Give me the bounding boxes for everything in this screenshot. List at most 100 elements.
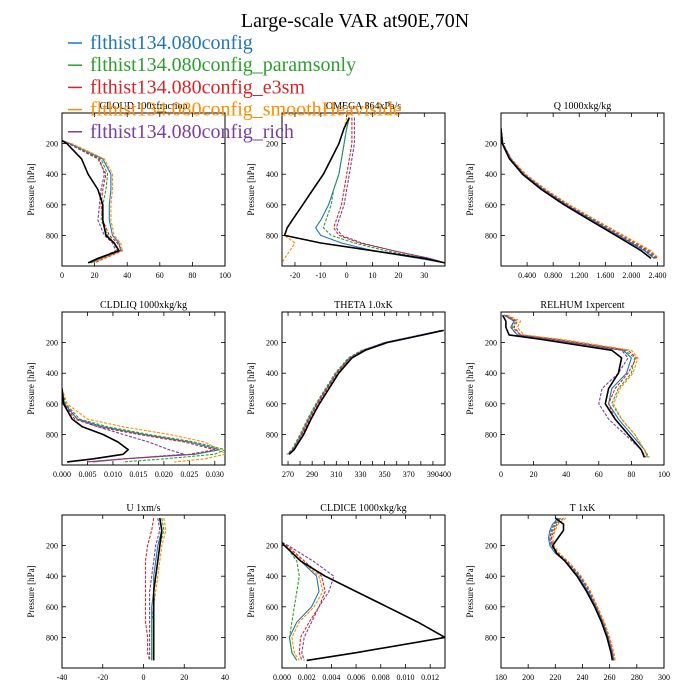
x-tick-label: 260 xyxy=(604,673,616,682)
y-tick-label: 200 xyxy=(46,339,58,348)
series-line-flthist134-080config xyxy=(501,128,655,259)
legend-entry-flthist134-080config-rich: flthist134.080config_rich xyxy=(90,121,294,143)
series-line-flthist134-080config-smoothheaviside xyxy=(282,542,324,661)
series-line-flthist134-080config-paramsonly xyxy=(501,128,657,259)
x-tick-label: 60 xyxy=(595,470,603,479)
series-line-flthist134-080config-e3sm xyxy=(144,518,155,661)
x-tick-label: 1.200 xyxy=(570,271,588,280)
x-tick-label: 40 xyxy=(562,470,570,479)
y-tick-label: 400 xyxy=(485,170,497,179)
x-tick-label: 0.012 xyxy=(421,673,439,682)
panel-title: T 1xK xyxy=(570,503,596,514)
y-tick-label: 600 xyxy=(266,400,278,409)
plot-frame xyxy=(61,514,226,669)
series-line-flthist134-080config-smoothheaviside xyxy=(507,314,649,458)
plot-frame xyxy=(500,514,665,669)
y-tick-label: 400 xyxy=(485,369,497,378)
y-tick-label: 400 xyxy=(46,170,58,179)
y-tick-label: 600 xyxy=(485,400,497,409)
legend-entry-flthist134-080config-e3sm: flthist134.080config_e3sm xyxy=(90,76,305,98)
series-group xyxy=(501,128,660,260)
y-tick-label: 400 xyxy=(266,572,278,581)
series-line-flthist134-080config-paramsonly xyxy=(286,329,442,455)
y-tick-label: 600 xyxy=(485,603,497,612)
plot-frame xyxy=(61,311,226,466)
series-line-flthist134-080config-smoothheaviside xyxy=(552,517,616,661)
y-tick-label: 400 xyxy=(46,572,58,581)
x-tick-label: 20 xyxy=(180,673,188,682)
x-tick-label: 0 xyxy=(499,470,503,479)
y-axis-label: Pressure [hPa] xyxy=(246,163,256,215)
panel-q-1000xkg-kg: Q 1000xkg/kg Pressure [hPa] 0.400 0.800 1.20… xyxy=(465,101,666,280)
series-line-reference xyxy=(282,541,445,662)
y-tick-label: 200 xyxy=(266,542,278,551)
x-tick-label: 100 xyxy=(219,271,231,280)
x-tick-label: 300 xyxy=(658,673,670,682)
panel-omega-864xpa-s: OMEGA 864xPa/s Pressure [hPa] -20 -10 0 10 20 3… xyxy=(246,101,446,280)
series-line-flthist134-080config-smoothheaviside xyxy=(501,128,660,259)
panel-title: THETA 1.0xK xyxy=(334,300,393,311)
y-tick-label: 800 xyxy=(266,633,278,642)
x-tick-label: 180 xyxy=(495,673,507,682)
series-line-reference xyxy=(62,139,120,264)
x-tick-label: -20 xyxy=(290,271,301,280)
series-line-reference xyxy=(501,128,652,260)
x-tick-label: -20 xyxy=(97,673,108,682)
y-tick-label: 800 xyxy=(485,430,497,439)
series-line-reference xyxy=(551,517,614,661)
x-tick-label: 60 xyxy=(156,271,164,280)
series-line-flthist134-080config-smoothheaviside xyxy=(62,139,123,264)
series-line-flthist134-080config xyxy=(315,117,445,264)
x-tick-label: 270 xyxy=(282,470,294,479)
y-tick-label: 600 xyxy=(46,400,58,409)
y-tick-label: 400 xyxy=(46,369,58,378)
series-line-flthist134-080config-e3sm xyxy=(333,117,445,264)
series-line-flthist134-080config xyxy=(547,517,615,661)
y-tick-label: 200 xyxy=(266,140,278,149)
panel-cloud-100xfraction: CLOUD 100xfraction Pressure [hPa] 0 20 40 60 8… xyxy=(26,101,231,280)
series-line-reference xyxy=(501,314,646,458)
series-group xyxy=(62,139,123,264)
legend-entry-flthist134-080config-paramsonly: flthist134.080config_paramsonly xyxy=(90,54,356,76)
y-tick-label: 200 xyxy=(46,140,58,149)
x-tick-label: 0.030 xyxy=(206,470,224,479)
x-tick-label: 310 xyxy=(330,470,342,479)
x-tick-label: 0 xyxy=(345,271,349,280)
y-tick-label: 800 xyxy=(485,633,497,642)
x-tick-label: 0.010 xyxy=(396,673,414,682)
series-line-flthist134-080config-e3sm xyxy=(62,388,216,463)
series-line-flthist134-080config-e3sm xyxy=(62,140,123,264)
y-tick-label: 200 xyxy=(485,542,497,551)
panel-relhum-1xpercent: RELHUM 1xpercent Pressure [hPa] 0 20 40 60 80 1… xyxy=(465,300,670,479)
series-line-flthist134-080config-rich xyxy=(504,314,647,458)
panel-title: OMEGA 864xPa/s xyxy=(326,101,401,112)
series-group xyxy=(282,541,445,662)
panels: CLOUD 100xfraction Pressure [hPa] 0 20 40 60 8… xyxy=(26,101,670,682)
x-tick-label: 0.000 xyxy=(273,673,291,682)
x-tick-label: 80 xyxy=(188,271,196,280)
x-tick-label: 20 xyxy=(530,470,538,479)
series-line-flthist134-080config-rich xyxy=(62,388,185,463)
x-tick-label: 0.015 xyxy=(129,470,147,479)
x-tick-label: 2.400 xyxy=(648,271,666,280)
x-tick-label: 20 xyxy=(91,271,99,280)
legend-entry-flthist134-080config: flthist134.080config xyxy=(90,32,253,54)
x-tick-label: 200 xyxy=(522,673,534,682)
y-tick-label: 800 xyxy=(46,430,58,439)
series-line-flthist134-080config xyxy=(62,388,221,463)
series-line-flthist134-080config-rich xyxy=(149,518,161,661)
x-tick-label: 280 xyxy=(631,673,643,682)
x-tick-label: 330 xyxy=(354,470,366,479)
y-tick-label: 600 xyxy=(485,201,497,210)
legend: flthist134.080configflthist134.080config… xyxy=(68,32,402,143)
y-tick-label: 800 xyxy=(485,231,497,240)
x-tick-label: 40 xyxy=(221,673,229,682)
series-line-flthist134-080config-e3sm xyxy=(505,314,645,458)
y-tick-label: 400 xyxy=(266,170,278,179)
x-tick-label: 0.008 xyxy=(372,673,390,682)
x-tick-label: -10 xyxy=(315,271,326,280)
panel-title: CLOUD 100xfraction xyxy=(99,101,187,112)
x-tick-label: 400 xyxy=(439,470,451,479)
x-tick-label: 0.004 xyxy=(322,673,340,682)
plot-frame xyxy=(500,112,665,267)
